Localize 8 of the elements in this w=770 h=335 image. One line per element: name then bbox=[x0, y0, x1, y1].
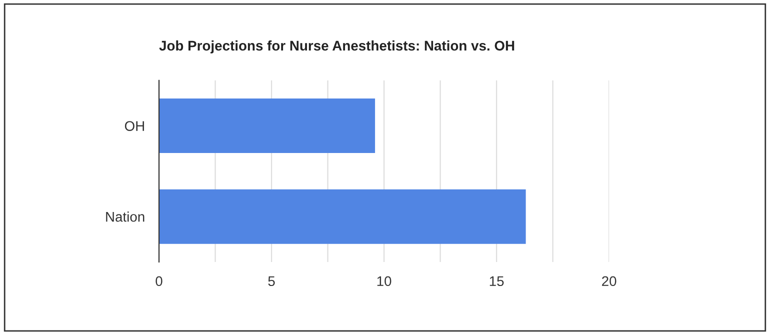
x-tick-label: 20 bbox=[602, 276, 616, 286]
y-tick-label: OH bbox=[124, 121, 144, 131]
x-tick-label: 0 bbox=[156, 276, 162, 286]
x-tick-label: 10 bbox=[377, 276, 392, 286]
y-tick-label: Nation bbox=[106, 212, 144, 222]
x-tick-label: 15 bbox=[490, 276, 504, 286]
x-tick-label: 5 bbox=[268, 276, 275, 286]
chart-title: Job Projections for Nurse Anesthetists: Nation vs. OH bbox=[159, 40, 514, 54]
